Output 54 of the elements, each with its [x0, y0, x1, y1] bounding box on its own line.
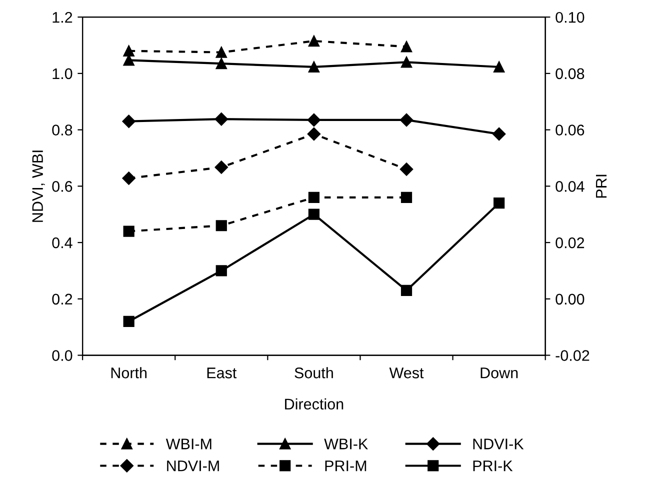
x-tick-label: South — [294, 367, 333, 378]
y2-axis-title: PRI — [596, 174, 607, 198]
y2-tick-label: 0.10 — [556, 12, 584, 23]
legend-label: WBI-K — [324, 438, 368, 450]
legend-label: NDVI-M — [167, 460, 219, 472]
x-tick-label: Down — [480, 368, 518, 378]
x-tick-label: North — [111, 367, 147, 378]
y2-tick-label: -0.02 — [556, 350, 590, 361]
point — [307, 113, 321, 127]
y-tick-label: 0.6 — [52, 181, 72, 192]
point — [308, 35, 320, 47]
point — [216, 46, 227, 58]
y-tick-label: 0.2 — [52, 294, 72, 305]
x-axis-title: Direction — [285, 398, 344, 410]
x-tick-label: West — [389, 368, 424, 378]
point — [216, 58, 227, 70]
point — [122, 172, 136, 185]
y2-tick-label: 0.08 — [556, 68, 584, 80]
point — [308, 208, 320, 220]
legend-label: WBI-M — [166, 438, 212, 450]
point — [400, 162, 414, 176]
point — [400, 113, 414, 127]
point — [308, 192, 320, 203]
point — [123, 226, 134, 237]
y2-tick-label: 0.02 — [556, 237, 584, 248]
point — [216, 265, 227, 276]
point — [214, 112, 228, 126]
point — [307, 127, 321, 141]
legend-label: PRI-M — [325, 460, 366, 472]
y-axis-title: NDVI, WBI — [32, 150, 45, 222]
y-tick-label: 0.0 — [52, 350, 72, 361]
y-tick-label: 1.2 — [52, 12, 72, 23]
point — [123, 316, 134, 327]
legend-label: PRI-K — [473, 460, 513, 472]
point — [400, 41, 412, 52]
point — [492, 127, 506, 141]
y-tick-label: 1.0 — [52, 68, 72, 80]
point — [494, 198, 505, 209]
point — [400, 192, 412, 203]
point — [216, 220, 227, 232]
point — [122, 114, 136, 128]
x-tick-label: East — [207, 368, 237, 378]
point — [123, 45, 134, 56]
point — [308, 61, 320, 73]
y2-tick-label: 0.00 — [556, 294, 584, 305]
y2-tick-label: 0.06 — [556, 124, 584, 136]
y-tick-label: 0.4 — [52, 237, 72, 248]
point — [214, 160, 228, 174]
point — [494, 61, 505, 73]
y-tick-label: 0.8 — [52, 124, 72, 136]
point — [400, 284, 412, 296]
point — [400, 56, 412, 68]
y2-tick-label: 0.04 — [556, 181, 584, 192]
legend-label: NDVI-K — [473, 438, 524, 450]
